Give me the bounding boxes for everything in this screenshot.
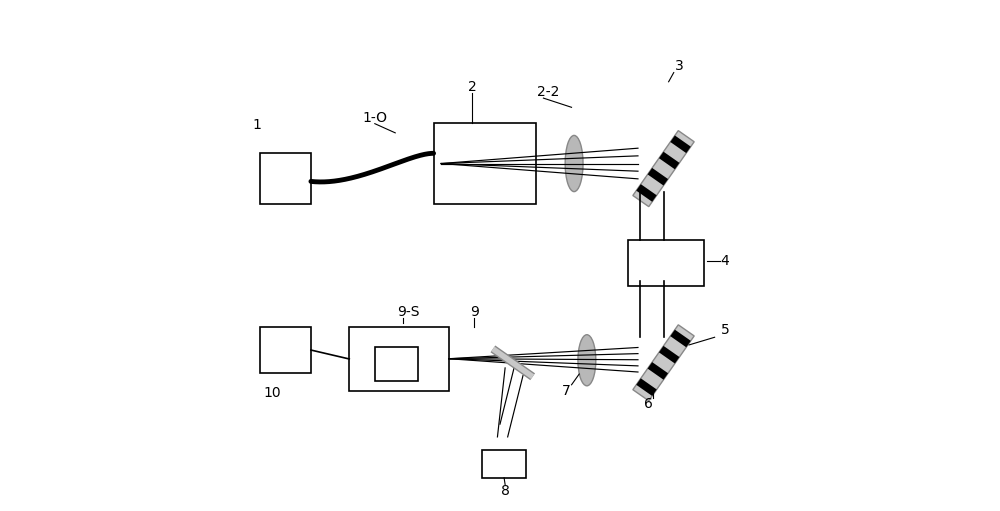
- Bar: [482, 450, 526, 478]
- Polygon shape: [636, 378, 657, 396]
- Bar: [375, 347, 418, 381]
- Text: 2-2: 2-2: [537, 85, 560, 99]
- Text: 5: 5: [720, 322, 729, 337]
- Ellipse shape: [578, 335, 596, 386]
- Text: 7: 7: [562, 384, 571, 398]
- Text: 2: 2: [468, 80, 476, 94]
- Polygon shape: [670, 135, 691, 153]
- Polygon shape: [633, 325, 694, 401]
- Polygon shape: [670, 330, 691, 347]
- Polygon shape: [648, 168, 668, 185]
- Text: 10: 10: [264, 386, 281, 401]
- Text: 1: 1: [253, 118, 262, 132]
- Text: 1-O: 1-O: [362, 110, 387, 125]
- Bar: [260, 153, 311, 204]
- Ellipse shape: [565, 135, 583, 192]
- Bar: [349, 327, 449, 391]
- Text: 9-S: 9-S: [397, 305, 419, 319]
- Bar: [434, 123, 536, 204]
- Bar: [260, 327, 311, 373]
- Polygon shape: [659, 346, 679, 363]
- Text: 3: 3: [674, 59, 683, 74]
- Text: 9: 9: [470, 305, 479, 319]
- Text: 6: 6: [644, 397, 653, 411]
- Polygon shape: [633, 131, 694, 206]
- Text: 8: 8: [501, 483, 510, 498]
- Polygon shape: [648, 362, 668, 380]
- Bar: [628, 240, 704, 286]
- Polygon shape: [659, 152, 679, 169]
- Text: 4: 4: [720, 253, 729, 268]
- Polygon shape: [636, 184, 657, 202]
